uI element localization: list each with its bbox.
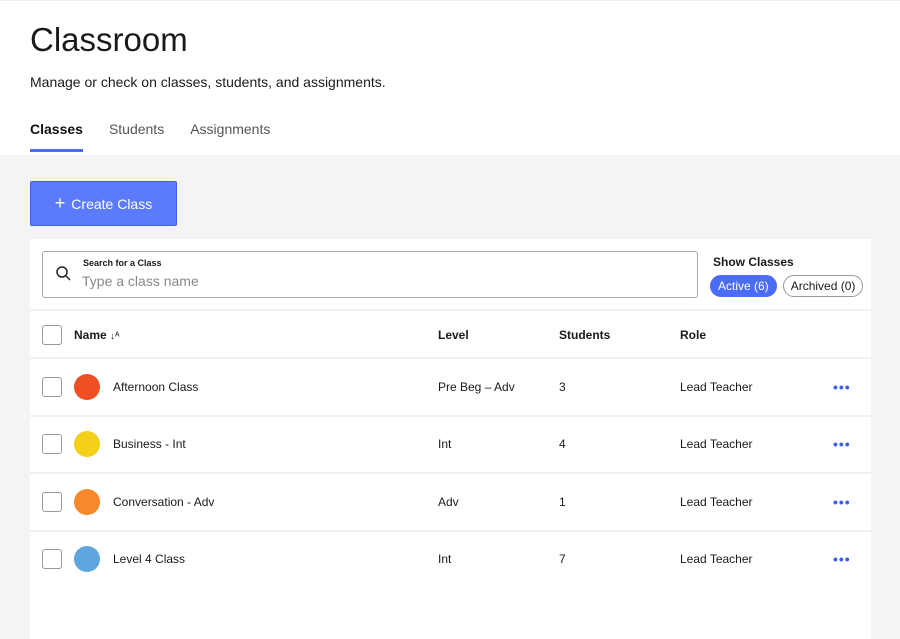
class-name[interactable]: Conversation - Adv xyxy=(113,494,215,509)
classes-card: Search for a Class Show Classes Active (… xyxy=(30,239,871,639)
class-students: 3 xyxy=(559,379,566,394)
students-column-header: Students xyxy=(559,328,611,342)
table-row[interactable]: Business - Int Int 4 Lead Teacher ••• xyxy=(30,414,871,472)
tab-bar: Classes Students Assignments xyxy=(30,121,270,152)
class-students: 7 xyxy=(559,552,566,566)
page-title: Classroom xyxy=(30,21,188,58)
row-checkbox[interactable] xyxy=(42,491,62,512)
select-all-checkbox[interactable] xyxy=(42,325,62,345)
class-students: 4 xyxy=(559,437,566,451)
archived-filter-pill[interactable]: Archived (0) xyxy=(782,275,864,297)
class-role: Lead Teacher xyxy=(680,437,753,451)
more-options-icon[interactable]: ••• xyxy=(833,493,851,510)
table-header: Name ↓ᴬ Level Students Role xyxy=(30,309,871,359)
search-icon xyxy=(56,266,71,281)
row-checkbox[interactable] xyxy=(42,376,62,397)
sort-icon: ↓ᴬ xyxy=(110,331,120,342)
class-role: Lead Teacher xyxy=(680,379,753,394)
page-subtitle: Manage or check on classes, students, an… xyxy=(30,74,386,90)
level-column-header: Level xyxy=(438,328,469,342)
class-color-dot xyxy=(74,431,100,457)
class-name[interactable]: Business - Int xyxy=(113,437,186,451)
class-level: Adv xyxy=(438,494,459,509)
more-options-icon[interactable]: ••• xyxy=(833,378,851,395)
class-level: Pre Beg – Adv xyxy=(438,379,515,394)
table-row[interactable]: Afternoon Class Pre Beg – Adv 3 Lead Tea… xyxy=(30,357,871,414)
class-color-dot xyxy=(74,488,100,515)
table-row[interactable]: Level 4 Class Int 7 Lead Teacher ••• xyxy=(30,529,871,587)
search-label: Search for a Class xyxy=(83,258,162,268)
row-checkbox[interactable] xyxy=(42,434,62,454)
class-level: Int xyxy=(438,437,452,451)
class-name[interactable]: Afternoon Class xyxy=(113,379,199,394)
create-class-button[interactable]: + Create Class xyxy=(30,181,177,226)
search-input[interactable] xyxy=(82,273,662,289)
search-field[interactable]: Search for a Class xyxy=(42,251,698,298)
tab-assignments[interactable]: Assignments xyxy=(190,121,271,137)
class-role: Lead Teacher xyxy=(680,494,753,509)
tab-students[interactable]: Students xyxy=(108,121,165,137)
class-name[interactable]: Level 4 Class xyxy=(113,552,186,566)
name-column-header[interactable]: Name ↓ᴬ xyxy=(74,328,120,342)
more-options-icon[interactable]: ••• xyxy=(833,551,851,567)
page-header: Classroom Manage or check on classes, st… xyxy=(0,0,900,155)
role-column-header: Role xyxy=(680,328,707,342)
class-students: 1 xyxy=(559,494,566,509)
class-level: Int xyxy=(438,552,452,566)
class-color-dot xyxy=(74,546,100,572)
class-color-dot xyxy=(74,373,100,400)
tab-classes[interactable]: Classes xyxy=(30,121,83,152)
class-role: Lead Teacher xyxy=(680,552,753,566)
more-options-icon[interactable]: ••• xyxy=(833,436,851,452)
show-classes-label: Show Classes xyxy=(713,255,794,269)
row-checkbox[interactable] xyxy=(42,549,62,569)
table-row[interactable]: Conversation - Adv Adv 1 Lead Teacher ••… xyxy=(30,472,871,529)
active-filter-pill[interactable]: Active (6) xyxy=(710,275,777,297)
plus-icon: + xyxy=(54,193,66,213)
